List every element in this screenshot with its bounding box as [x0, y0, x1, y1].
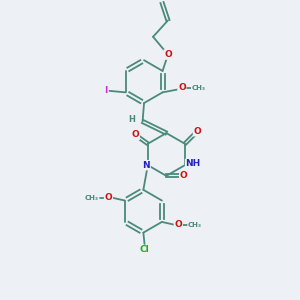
- Text: Cl: Cl: [140, 245, 150, 254]
- Text: I: I: [104, 86, 108, 95]
- Text: O: O: [164, 50, 172, 59]
- Text: O: O: [105, 193, 112, 202]
- Text: H: H: [128, 116, 135, 124]
- Text: CH₃: CH₃: [192, 85, 206, 91]
- Text: O: O: [194, 127, 201, 136]
- Text: O: O: [174, 220, 182, 230]
- Text: CH₃: CH₃: [188, 222, 202, 228]
- Text: O: O: [131, 130, 139, 139]
- Text: O: O: [180, 171, 188, 180]
- Text: N: N: [142, 161, 150, 170]
- Text: O: O: [178, 83, 186, 92]
- Text: NH: NH: [186, 160, 201, 169]
- Text: CH₃: CH₃: [85, 195, 99, 201]
